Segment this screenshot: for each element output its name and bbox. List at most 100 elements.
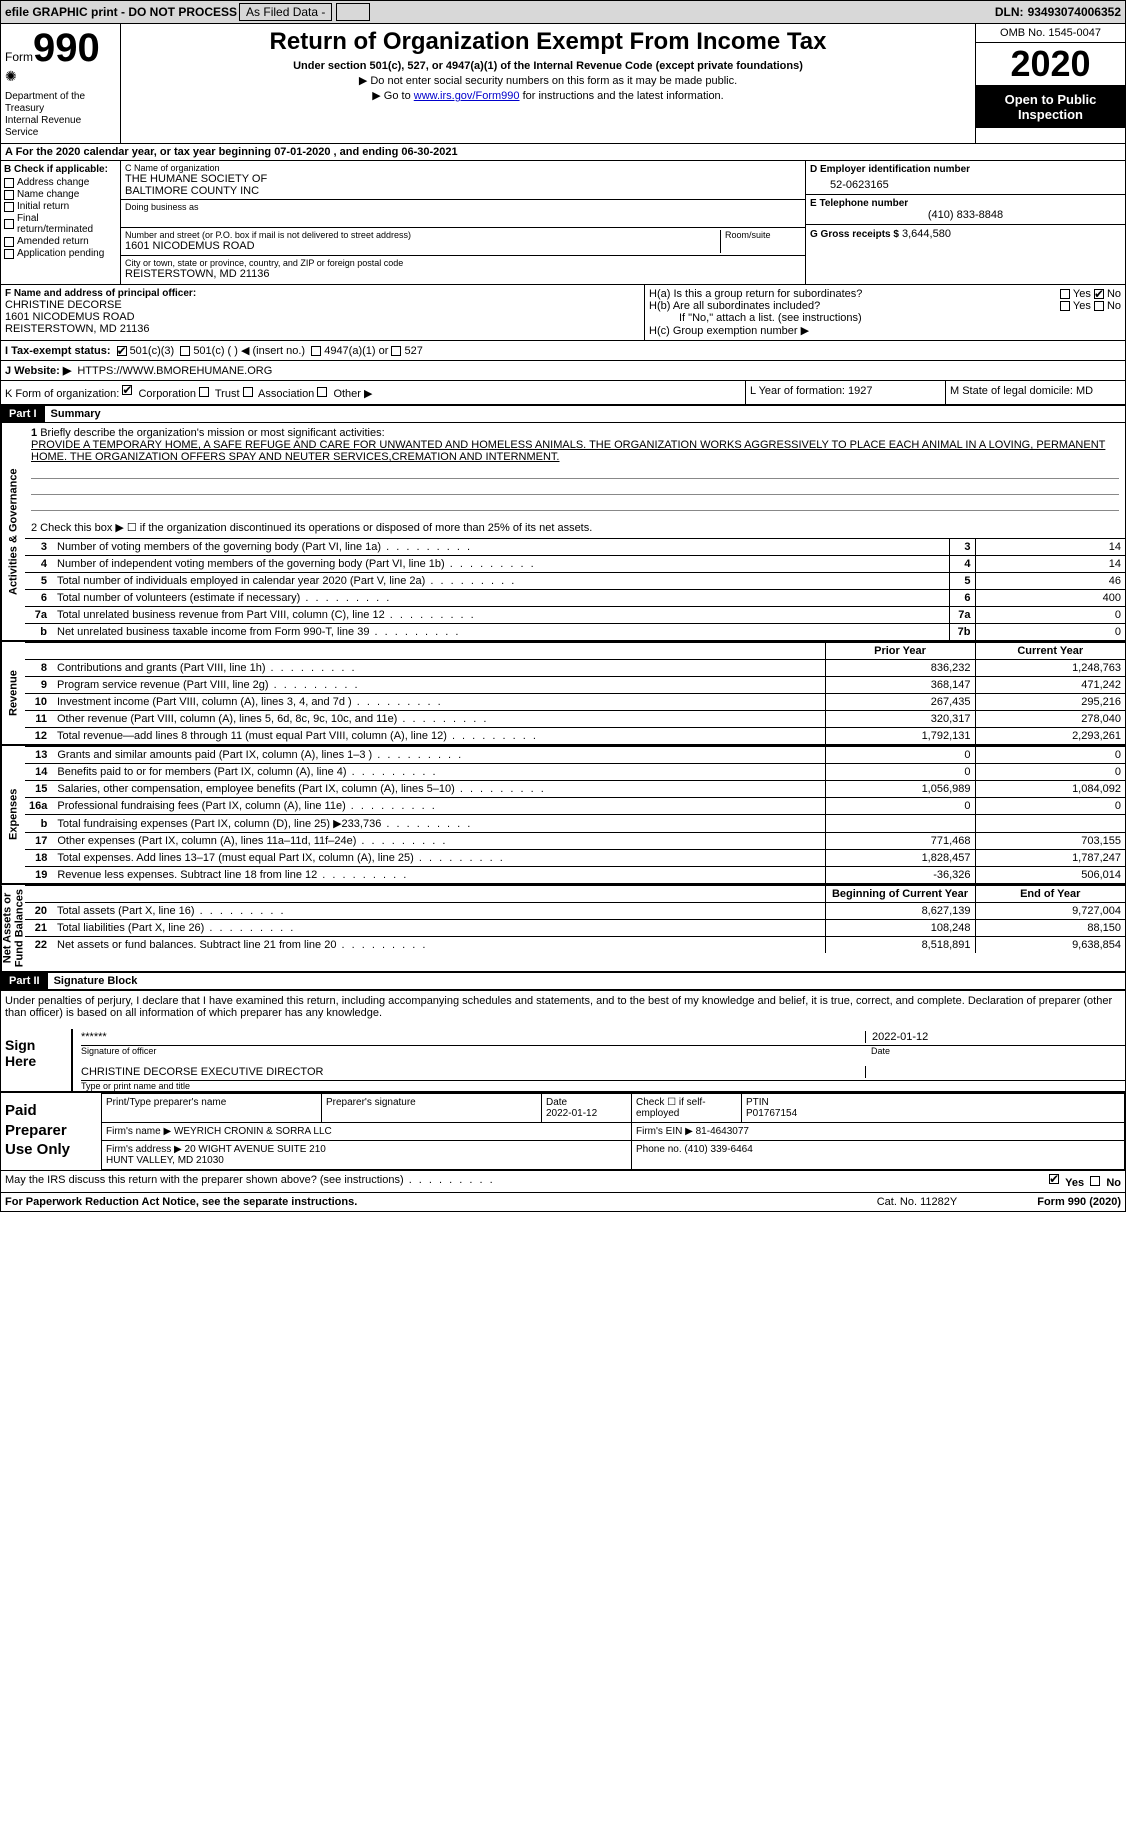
form-ref: Form 990 (2020) [1037, 1196, 1121, 1208]
phone-label: E Telephone number [810, 198, 1121, 209]
checkbox[interactable] [4, 237, 14, 247]
netassets-table: Beginning of Current YearEnd of Year20To… [25, 885, 1125, 953]
phone-value: (410) 833-8848 [810, 209, 1121, 221]
form-subtitle: Under section 501(c), 527, or 4947(a)(1)… [125, 60, 971, 72]
vtab-netassets: Net Assets or Fund Balances [1, 885, 25, 971]
box-b-option: Amended return [4, 236, 117, 247]
527-checkbox[interactable] [391, 346, 401, 356]
room-hint: Room/suite [725, 230, 801, 240]
part2-header: Part II Signature Block [1, 971, 1125, 989]
box-b-option: Address change [4, 177, 117, 188]
box-b-label: B Check if applicable: [4, 164, 117, 175]
part1-header: Part I Summary [1, 404, 1125, 422]
gross-value: 3,644,580 [902, 228, 951, 240]
box-f: F Name and address of principal officer:… [1, 285, 645, 340]
checkbox[interactable] [4, 249, 14, 259]
revenue-table: Prior YearCurrent Year8Contributions and… [25, 642, 1125, 744]
firm-phone: (410) 339-6464 [684, 1144, 752, 1155]
form-990: Form990 ✺ Department of the Treasury Int… [0, 24, 1126, 1212]
omb-number: OMB No. 1545-0047 [976, 24, 1125, 43]
box-h: H(a) Is this a group return for subordin… [645, 285, 1125, 340]
ein-value: 52-0623165 [810, 175, 1121, 191]
goto-line: ▶ Go to www.irs.gov/Form990 for instruct… [125, 89, 971, 102]
blank-box [336, 3, 370, 21]
city-state-zip: REISTERSTOWN, MD 21136 [125, 268, 801, 280]
501c-checkbox[interactable] [180, 346, 190, 356]
ein-label: D Employer identification number [810, 164, 1121, 175]
expenses-table: 13Grants and similar amounts paid (Part … [25, 746, 1125, 883]
box-b: B Check if applicable: Address changeNam… [1, 161, 121, 284]
gross-label: G Gross receipts $ [810, 229, 899, 240]
h-b: H(b) Are all subordinates included? Yes … [649, 300, 1121, 312]
addr-hint: Number and street (or P.O. box if mail i… [125, 230, 716, 240]
discuss-no-checkbox[interactable] [1090, 1176, 1100, 1186]
irs-logo-icon: ✺ [5, 68, 116, 85]
state-domicile: M State of legal domicile: MD [945, 381, 1125, 404]
sig-date: 2022-01-12 [865, 1031, 1125, 1043]
tax-year: 2020 [976, 43, 1125, 86]
row-k: K Form of organization: Corporation Trus… [1, 380, 1125, 404]
ptin: P01767154 [746, 1108, 797, 1119]
form-title: Return of Organization Exempt From Incom… [125, 28, 971, 56]
501c3-checkbox[interactable] [117, 346, 127, 356]
topbar: efile GRAPHIC print - DO NOT PROCESS As … [0, 0, 1126, 24]
discuss-yes-checkbox[interactable] [1049, 1174, 1059, 1184]
hb-no-checkbox[interactable] [1094, 301, 1104, 311]
vtab-revenue: Revenue [1, 642, 25, 744]
sign-here-label: Sign Here [1, 1029, 71, 1091]
box-b-option: Final return/terminated [4, 213, 117, 235]
header-center: Return of Organization Exempt From Incom… [121, 24, 975, 143]
form-number: 990 [33, 26, 100, 70]
checkbox[interactable] [4, 202, 14, 212]
checkbox[interactable] [4, 178, 14, 188]
dba-hint: Doing business as [125, 202, 801, 212]
dln-value: 93493074006352 [1028, 5, 1121, 19]
boxes-d-g: D Employer identification number 52-0623… [805, 161, 1125, 284]
dln-label: DLN: [995, 5, 1024, 19]
row-j: J Website: ▶ HTTPS://WWW.BMOREHUMANE.ORG [1, 360, 1125, 380]
firm-ein: 81-4643077 [696, 1126, 749, 1137]
ha-no-checkbox[interactable] [1094, 289, 1104, 299]
assoc-checkbox[interactable] [243, 387, 253, 397]
checkbox[interactable] [4, 219, 14, 229]
governance-table: 3Number of voting members of the governi… [25, 538, 1125, 640]
paid-label: Paid Preparer Use Only [1, 1093, 101, 1170]
street-address: 1601 NICODEMUS ROAD [125, 240, 716, 252]
ha-yes-checkbox[interactable] [1060, 289, 1070, 299]
hb-yes-checkbox[interactable] [1060, 301, 1070, 311]
sig-stars: ****** [81, 1031, 865, 1043]
other-checkbox[interactable] [317, 387, 327, 397]
q2-block: 2 Check this box ▶ ☐ if the organization… [25, 517, 1125, 538]
discuss-row: May the IRS discuss this return with the… [1, 1170, 1125, 1192]
header-right: OMB No. 1545-0047 2020 Open to Public In… [975, 24, 1125, 143]
as-filed-box: As Filed Data - [239, 3, 332, 21]
vtab-expenses: Expenses [1, 746, 25, 883]
officer-value: CHRISTINE DECORSE 1601 NICODEMUS ROAD RE… [5, 299, 640, 335]
sig-declaration: Under penalties of perjury, I declare th… [1, 989, 1125, 1023]
q1-block: 1 Briefly describe the organization's mi… [25, 423, 1125, 517]
h-b-note: If "No," attach a list. (see instruction… [649, 312, 1121, 324]
vtab-governance: Activities & Governance [1, 423, 25, 640]
efile-label: efile GRAPHIC print - DO NOT PROCESS [5, 5, 237, 19]
4947-checkbox[interactable] [311, 346, 321, 356]
box-c: C Name of organization THE HUMANE SOCIET… [121, 161, 805, 284]
firm-name: WEYRICH CRONIN & SORRA LLC [174, 1126, 332, 1137]
open-to-public: Open to Public Inspection [976, 86, 1125, 128]
paid-preparer-block: Paid Preparer Use Only Print/Type prepar… [1, 1091, 1125, 1170]
trust-checkbox[interactable] [199, 387, 209, 397]
irs-link[interactable]: www.irs.gov/Form990 [414, 90, 520, 102]
line-a: A For the 2020 calendar year, or tax yea… [1, 143, 1125, 160]
box-b-option: Application pending [4, 248, 117, 259]
officer-name: CHRISTINE DECORSE EXECUTIVE DIRECTOR [81, 1066, 865, 1078]
box-b-option: Name change [4, 189, 117, 200]
corp-checkbox[interactable] [122, 385, 132, 395]
org-name: THE HUMANE SOCIETY OF BALTIMORE COUNTY I… [125, 173, 801, 197]
officer-label: F Name and address of principal officer: [5, 288, 640, 299]
mission-text: PROVIDE A TEMPORARY HOME, A SAFE REFUGE … [31, 439, 1119, 463]
h-c: H(c) Group exemption number ▶ [649, 324, 1121, 337]
sign-here-block: Sign Here ****** 2022-01-12 Signature of… [1, 1029, 1125, 1091]
row-i: I Tax-exempt status: 501(c)(3) 501(c) ( … [1, 340, 1125, 360]
footer-final: For Paperwork Reduction Act Notice, see … [1, 1192, 1125, 1211]
checkbox[interactable] [4, 190, 14, 200]
city-hint: City or town, state or province, country… [125, 258, 801, 268]
